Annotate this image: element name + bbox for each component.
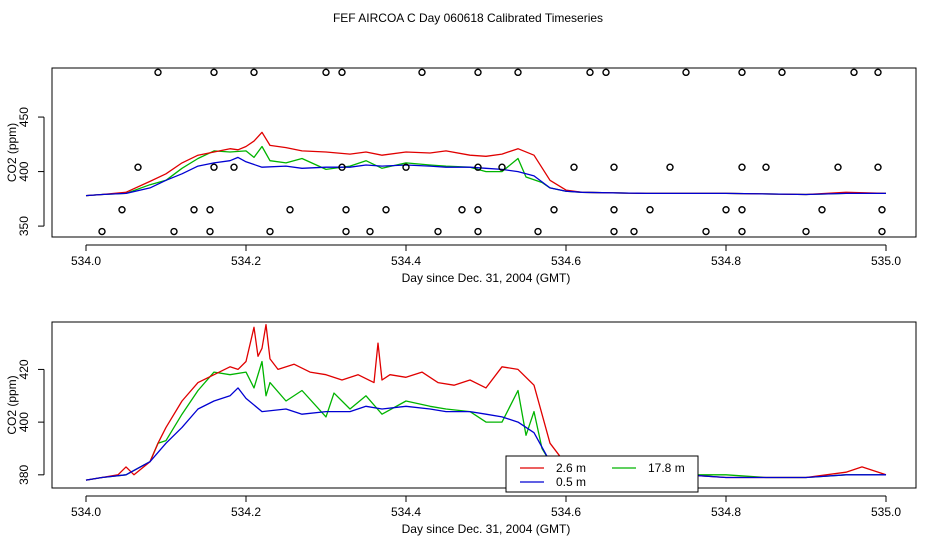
data-point-marker [646, 206, 654, 214]
data-point-marker [474, 227, 482, 236]
data-point-marker [170, 227, 178, 236]
x-tick-label: 534.2 [231, 254, 261, 268]
data-point-marker [778, 68, 786, 77]
data-point-marker [434, 227, 442, 236]
data-point-marker [418, 68, 426, 77]
data-point-marker [722, 206, 730, 214]
y-tick-label: 400 [17, 412, 31, 432]
data-point-marker [98, 227, 106, 236]
data-point-marker [206, 206, 214, 214]
data-point-marker [322, 68, 330, 77]
plot-frame [51, 67, 917, 238]
data-point-marker [738, 163, 746, 171]
data-point-marker [342, 206, 350, 214]
x-tick-label: 534.6 [551, 505, 581, 519]
x-tick-label: 534.4 [391, 505, 421, 519]
data-point-marker [682, 68, 690, 77]
series-line-red [85, 323, 887, 481]
data-point-marker [210, 163, 218, 171]
data-point-marker [266, 227, 274, 236]
data-point-marker [342, 227, 350, 236]
data-point-marker [338, 163, 346, 171]
bottom-panel: 534.0 534.2 534.4 534.6 534.8 535.0 Day since … [5, 321, 917, 536]
y-tick-label: 350 [17, 216, 31, 236]
data-point-marker [498, 163, 506, 171]
data-point-marker [474, 206, 482, 214]
data-point-marker [230, 163, 238, 171]
data-point-marker [286, 206, 294, 214]
data-point-marker [834, 163, 842, 171]
y-tick-label: 450 [17, 107, 31, 127]
data-point-marker [190, 206, 198, 214]
data-point-marker [474, 163, 482, 171]
data-point-marker [610, 163, 618, 171]
data-point-marker [402, 163, 410, 171]
data-point-marker [818, 206, 826, 214]
legend-label: 0.5 m [556, 475, 586, 489]
x-tick-label: 534.8 [711, 505, 741, 519]
data-point-marker [154, 68, 162, 77]
x-tick-label: 534.2 [231, 505, 261, 519]
x-tick-label: 534.8 [711, 254, 741, 268]
data-point-marker [474, 68, 482, 77]
data-point-marker [610, 227, 618, 236]
data-point-marker [878, 227, 886, 236]
legend-label: 17.8 m [648, 461, 685, 475]
x-tick-label: 534.0 [71, 505, 101, 519]
x-tick-label: 534.6 [551, 254, 581, 268]
legend-label: 2.6 m [556, 461, 586, 475]
x-axis-label: Day since Dec. 31, 2004 (GMT) [402, 271, 571, 285]
plot-frame [51, 321, 917, 489]
data-point-marker [550, 206, 558, 214]
data-point-marker [762, 163, 770, 171]
y-tick-label: 420 [17, 359, 31, 379]
x-tick-label: 534.4 [391, 254, 421, 268]
data-point-marker [874, 163, 882, 171]
data-point-marker [338, 68, 346, 77]
y-tick-label: 400 [17, 161, 31, 181]
data-point-marker [850, 68, 858, 77]
data-point-marker [602, 68, 610, 77]
data-point-marker [458, 206, 466, 214]
x-tick-label: 535.0 [871, 505, 901, 519]
figure-title: FEF AIRCOA C Day 060618 Calibrated Times… [333, 11, 603, 25]
data-point-marker [610, 206, 618, 214]
data-point-marker [586, 68, 594, 77]
x-tick-label: 534.0 [71, 254, 101, 268]
top-panel: 534.0 534.2 534.4 534.6 534.8 535.0 Day since … [5, 67, 917, 285]
data-point-marker [514, 68, 522, 77]
data-point-marker [802, 227, 810, 236]
data-point-marker [738, 206, 746, 214]
y-axis-label: CO2 (ppm) [5, 123, 19, 182]
data-point-marker [738, 68, 746, 77]
data-point-marker [382, 206, 390, 214]
data-point-marker [878, 206, 886, 214]
legend-box [505, 455, 699, 493]
series-line-red [85, 131, 887, 197]
series-line-blue [85, 387, 886, 481]
data-point-marker [874, 68, 882, 77]
y-axis-label: CO2 (ppm) [5, 375, 19, 434]
data-point-marker [134, 163, 142, 171]
data-point-marker [666, 163, 674, 171]
data-point-marker [534, 227, 542, 236]
data-point-marker [702, 227, 710, 236]
data-point-marker [250, 68, 258, 77]
data-point-marker [118, 206, 126, 214]
data-point-marker [630, 227, 638, 236]
x-axis-label: Day since Dec. 31, 2004 (GMT) [402, 522, 571, 536]
data-point-marker [570, 163, 578, 171]
data-point-marker [206, 227, 214, 236]
data-point-marker [738, 227, 746, 236]
data-point-marker [210, 68, 218, 77]
data-point-marker [366, 227, 374, 236]
x-tick-label: 535.0 [871, 254, 901, 268]
series-line-blue [85, 156, 886, 197]
y-tick-label: 380 [17, 464, 31, 484]
